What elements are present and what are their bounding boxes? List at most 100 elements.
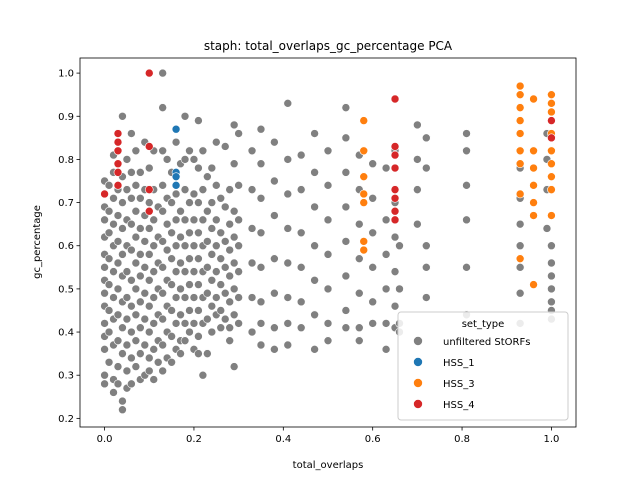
point-unfiltered-storfs	[211, 267, 221, 276]
point-unfiltered-storfs	[323, 181, 333, 190]
point-unfiltered-storfs	[381, 215, 391, 225]
point-unfiltered-storfs	[149, 319, 159, 328]
point-unfiltered-storfs	[144, 327, 154, 337]
point-unfiltered-storfs	[198, 185, 208, 194]
point-unfiltered-storfs	[270, 137, 279, 147]
point-hss-3	[359, 172, 369, 181]
y-tick-label: 0.8	[58, 155, 74, 166]
legend-marker	[413, 336, 423, 346]
point-unfiltered-storfs	[149, 215, 159, 225]
point-unfiltered-storfs	[381, 345, 391, 354]
point-unfiltered-storfs	[341, 103, 351, 112]
point-unfiltered-storfs	[256, 193, 266, 203]
point-unfiltered-storfs	[368, 228, 377, 238]
point-hss-3	[359, 189, 369, 199]
point-hss-3	[529, 94, 538, 104]
point-unfiltered-storfs	[167, 306, 176, 315]
point-unfiltered-storfs	[149, 293, 159, 302]
point-unfiltered-storfs	[341, 237, 351, 246]
point-hss-4	[144, 68, 154, 78]
point-unfiltered-storfs	[216, 254, 226, 263]
point-hss-4	[113, 181, 123, 190]
point-unfiltered-storfs	[354, 288, 364, 298]
point-unfiltered-storfs	[422, 163, 431, 173]
point-hss-3	[515, 90, 525, 99]
point-unfiltered-storfs	[270, 345, 279, 354]
point-unfiltered-storfs	[113, 258, 123, 268]
point-unfiltered-storfs	[118, 198, 127, 207]
point-hss-3	[359, 198, 369, 207]
point-unfiltered-storfs	[171, 215, 181, 225]
point-unfiltered-storfs	[149, 345, 159, 354]
point-unfiltered-storfs	[323, 250, 333, 259]
legend-label: unfiltered StORFs	[443, 337, 530, 348]
point-unfiltered-storfs	[234, 181, 243, 190]
point-unfiltered-storfs	[256, 263, 266, 272]
y-tick-label: 0.2	[58, 414, 74, 425]
point-unfiltered-storfs	[247, 327, 257, 337]
point-unfiltered-storfs	[127, 327, 136, 337]
point-unfiltered-storfs	[422, 241, 431, 251]
point-unfiltered-storfs	[413, 185, 422, 194]
point-unfiltered-storfs	[113, 336, 123, 345]
point-unfiltered-storfs	[140, 237, 150, 246]
point-unfiltered-storfs	[180, 241, 190, 251]
point-unfiltered-storfs	[171, 137, 181, 147]
point-unfiltered-storfs	[176, 310, 185, 320]
point-unfiltered-storfs	[247, 146, 257, 156]
point-unfiltered-storfs	[194, 198, 203, 207]
x-axis-ticks: 0.0 0.2 0.4 0.6 0.8 1.0	[97, 427, 559, 445]
point-hss-4	[113, 137, 123, 147]
point-unfiltered-storfs	[395, 284, 404, 294]
point-unfiltered-storfs	[296, 323, 306, 333]
point-unfiltered-storfs	[189, 155, 199, 164]
point-unfiltered-storfs	[211, 215, 221, 225]
point-unfiltered-storfs	[283, 99, 293, 108]
point-unfiltered-storfs	[203, 172, 212, 181]
point-unfiltered-storfs	[256, 228, 266, 238]
point-hss-4	[547, 133, 556, 143]
point-unfiltered-storfs	[283, 340, 293, 350]
point-unfiltered-storfs	[118, 250, 127, 259]
point-unfiltered-storfs	[270, 211, 279, 220]
point-unfiltered-storfs	[136, 250, 145, 259]
point-unfiltered-storfs	[171, 293, 181, 302]
point-unfiltered-storfs	[462, 146, 471, 156]
point-unfiltered-storfs	[323, 146, 333, 156]
point-unfiltered-storfs	[341, 306, 351, 315]
legend-label: HSS_4	[443, 400, 475, 411]
point-unfiltered-storfs	[198, 370, 208, 380]
point-unfiltered-storfs	[310, 129, 319, 138]
point-unfiltered-storfs	[341, 168, 351, 177]
point-unfiltered-storfs	[167, 228, 176, 238]
point-unfiltered-storfs	[368, 319, 377, 328]
point-unfiltered-storfs	[247, 224, 257, 233]
point-unfiltered-storfs	[323, 284, 333, 294]
point-unfiltered-storfs	[203, 237, 212, 246]
point-unfiltered-storfs	[368, 263, 377, 272]
point-unfiltered-storfs	[211, 181, 221, 190]
point-unfiltered-storfs	[296, 185, 306, 194]
point-unfiltered-storfs	[136, 168, 145, 177]
point-unfiltered-storfs	[185, 146, 194, 156]
point-hss-1	[171, 124, 181, 134]
point-unfiltered-storfs	[149, 375, 159, 384]
point-hss-3	[359, 116, 369, 125]
point-hss-3	[547, 99, 556, 108]
point-unfiltered-storfs	[104, 254, 114, 263]
point-unfiltered-storfs	[194, 254, 203, 263]
point-unfiltered-storfs	[122, 340, 132, 350]
point-hss-3	[529, 280, 538, 289]
point-unfiltered-storfs	[323, 319, 333, 328]
point-unfiltered-storfs	[341, 271, 351, 281]
point-hss-3	[547, 172, 556, 181]
point-unfiltered-storfs	[185, 280, 194, 289]
point-unfiltered-storfs	[131, 146, 141, 156]
point-hss-4	[390, 215, 400, 225]
point-unfiltered-storfs	[390, 267, 400, 276]
legend-marker	[413, 357, 423, 367]
point-unfiltered-storfs	[180, 336, 190, 345]
point-hss-3	[547, 185, 556, 194]
point-unfiltered-storfs	[131, 284, 141, 294]
point-unfiltered-storfs	[225, 245, 234, 255]
